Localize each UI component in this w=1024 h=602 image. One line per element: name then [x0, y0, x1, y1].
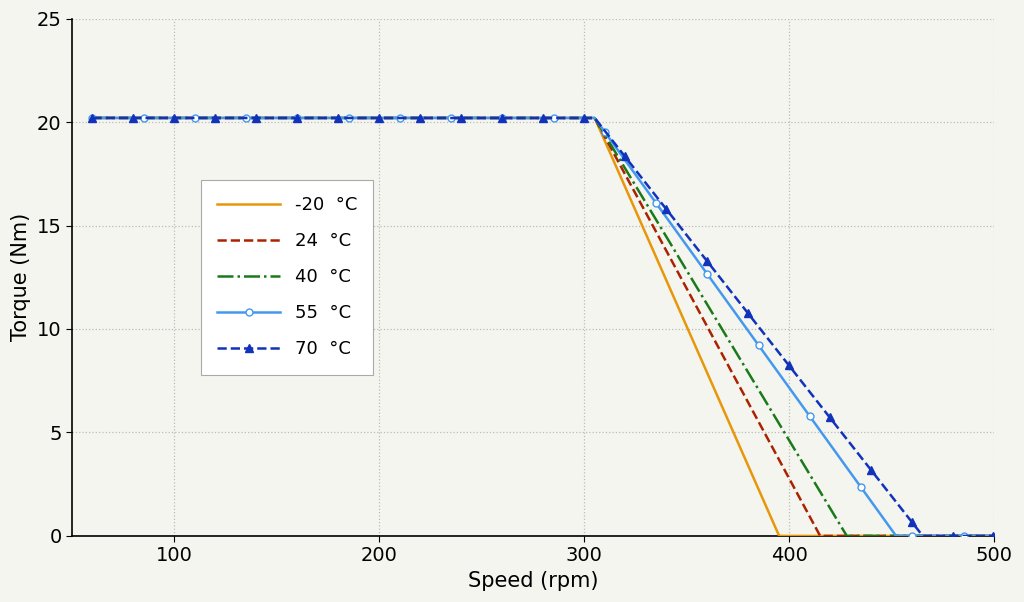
Y-axis label: Torque (Nm): Torque (Nm) [11, 213, 31, 341]
Legend: -20  °C, 24  °C, 40  °C, 55  °C, 70  °C: -20 °C, 24 °C, 40 °C, 55 °C, 70 °C [201, 180, 374, 374]
X-axis label: Speed (rpm): Speed (rpm) [468, 571, 598, 591]
